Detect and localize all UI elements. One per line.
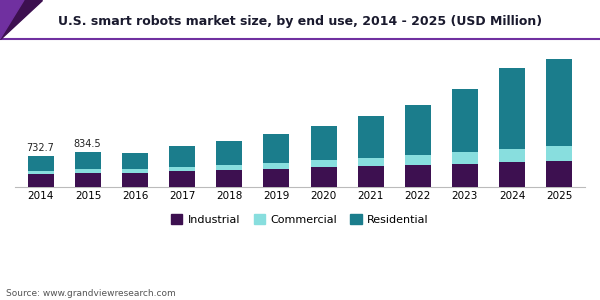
Bar <box>358 158 383 166</box>
Bar <box>217 165 242 170</box>
Bar <box>217 141 242 165</box>
Bar <box>358 116 383 158</box>
Bar <box>499 68 525 149</box>
Bar <box>217 170 242 187</box>
Bar <box>311 126 337 160</box>
Bar <box>263 169 289 187</box>
Bar <box>499 162 525 187</box>
Bar <box>405 155 431 165</box>
Bar <box>358 166 383 187</box>
Text: 732.7: 732.7 <box>26 143 54 153</box>
Bar <box>169 146 195 167</box>
Bar <box>169 171 195 187</box>
Bar <box>122 153 148 169</box>
Bar <box>28 171 54 175</box>
Bar <box>452 152 478 164</box>
Title: U.S. smart robots market size, by end use, 2014 - 2025 (USD Million): U.S. smart robots market size, by end us… <box>58 15 542 28</box>
Bar <box>546 161 572 187</box>
Bar <box>546 59 572 146</box>
Bar <box>75 169 101 173</box>
Bar <box>122 173 148 187</box>
Bar <box>263 163 289 169</box>
Bar <box>546 146 572 161</box>
Bar <box>311 167 337 187</box>
Bar <box>405 105 431 155</box>
Text: Source: www.grandviewresearch.com: Source: www.grandviewresearch.com <box>6 290 176 298</box>
Bar <box>75 173 101 187</box>
Bar <box>452 89 478 152</box>
Bar <box>263 134 289 163</box>
Text: 834.5: 834.5 <box>73 139 101 149</box>
Bar <box>311 160 337 167</box>
Bar <box>169 167 195 171</box>
Legend: Industrial, Commercial, Residential: Industrial, Commercial, Residential <box>167 210 433 229</box>
Bar <box>122 169 148 173</box>
Bar <box>75 152 101 169</box>
Bar <box>28 156 54 171</box>
Bar <box>28 175 54 187</box>
Bar <box>499 149 525 162</box>
Bar <box>405 165 431 187</box>
Bar <box>452 164 478 187</box>
